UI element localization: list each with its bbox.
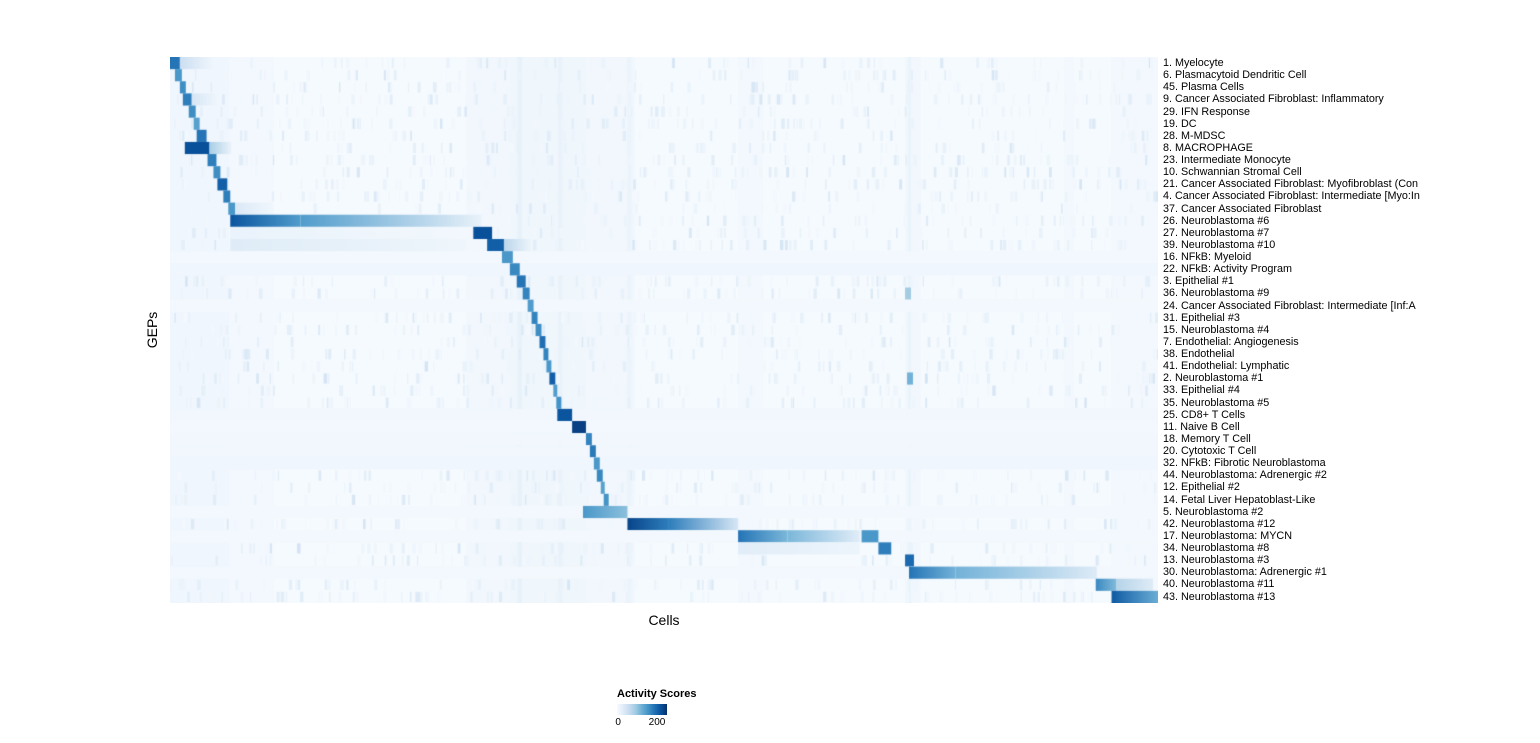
- legend-title: Activity Scores: [617, 688, 697, 700]
- row-label: 17. Neuroblastoma: MYCN: [1163, 529, 1293, 542]
- row-label: 38. Endothelial: [1163, 348, 1235, 360]
- row-label: 43. Neuroblastoma #13: [1163, 590, 1276, 603]
- row-label: 16. NFkB: Myeloid: [1163, 251, 1252, 263]
- x-axis-label: Cells: [648, 612, 680, 628]
- row-label: 9. Cancer Associated Fibroblast: Inflamm…: [1163, 93, 1384, 106]
- y-axis-label: GEPs: [144, 311, 160, 349]
- row-label: 15. Neuroblastoma #4: [1163, 323, 1270, 336]
- row-label: 34. Neuroblastoma #8: [1163, 542, 1270, 554]
- row-label: 39. Neuroblastoma #10: [1163, 238, 1276, 251]
- row-label: 23. Intermediate Monocyte: [1163, 154, 1291, 166]
- row-label: 24. Cancer Associated Fibroblast: Interm…: [1163, 299, 1416, 312]
- row-labels: 1. Myelocyte 6. Plasmacytoid Dendritic Ce…: [1163, 57, 1540, 603]
- row-label: 32. NFkB: Fibrotic Neuroblastoma: [1163, 457, 1326, 470]
- row-label: 20. Cytotoxic T Cell: [1163, 445, 1257, 457]
- row-label: 19. DC: [1163, 117, 1197, 130]
- row-label: 1. Myelocyte: [1163, 57, 1224, 69]
- row-label: 22. NFkB: Activity Program: [1163, 263, 1292, 276]
- row-label: 33. Epithelial #4: [1163, 384, 1240, 397]
- row-label: 10. Schwannian Stromal Cell: [1163, 166, 1302, 179]
- row-label: 35. Neuroblastoma #5: [1163, 396, 1270, 409]
- row-label: 5. Neuroblastoma #2: [1163, 505, 1264, 518]
- row-label: 37. Cancer Associated Fibroblast: [1163, 202, 1322, 215]
- row-label: 44. Neuroblastoma: Adrenergic #2: [1163, 469, 1327, 482]
- row-label: 30. Neuroblastoma: Adrenergic #1: [1163, 566, 1327, 579]
- row-label: 25. CD8+ T Cells: [1163, 408, 1246, 421]
- heatmap-canvas: [170, 57, 1158, 603]
- row-label: 28. M-MDSC: [1163, 129, 1226, 142]
- legend-tick-max: 200: [648, 717, 666, 728]
- legend-ticks: 0 200: [615, 717, 755, 729]
- row-label: 11. Naive B Cell: [1163, 420, 1240, 433]
- row-label: 6. Plasmacytoid Dendritic Cell: [1163, 69, 1307, 82]
- row-label: 7. Endothelial: Angiogenesis: [1163, 335, 1299, 348]
- row-label: 27. Neuroblastoma #7: [1163, 226, 1270, 239]
- row-label: 13. Neuroblastoma #3: [1163, 554, 1270, 567]
- row-label: 21. Cancer Associated Fibroblast: Myofib…: [1163, 178, 1419, 191]
- legend-tick-min: 0: [615, 717, 621, 728]
- row-label: 3. Epithelial #1: [1163, 275, 1234, 288]
- row-label: 36. Neuroblastoma #9: [1163, 287, 1270, 300]
- row-label: 45. Plasma Cells: [1163, 81, 1245, 94]
- legend: Activity Scores 0 200: [615, 688, 755, 729]
- row-label: 8. MACROPHAGE: [1163, 141, 1253, 154]
- row-label: 42. Neuroblastoma #12: [1163, 517, 1276, 530]
- row-label: 29. IFN Response: [1163, 105, 1251, 118]
- legend-colorbar: [617, 704, 667, 715]
- row-label: 2. Neuroblastoma #1: [1163, 372, 1264, 385]
- row-label: 41. Endothelial: Lymphatic: [1163, 360, 1290, 373]
- row-label: 26. Neuroblastoma #6: [1163, 214, 1270, 227]
- row-label: 40. Neuroblastoma #11: [1163, 578, 1275, 591]
- row-label: 31. Epithelial #3: [1163, 311, 1240, 324]
- row-label: 12. Epithelial #2: [1163, 481, 1240, 494]
- row-label: 14. Fetal Liver Hepatoblast-Like: [1163, 493, 1316, 506]
- row-label: 18. Memory T Cell: [1163, 432, 1251, 445]
- row-label: 4. Cancer Associated Fibroblast: Interme…: [1163, 190, 1420, 203]
